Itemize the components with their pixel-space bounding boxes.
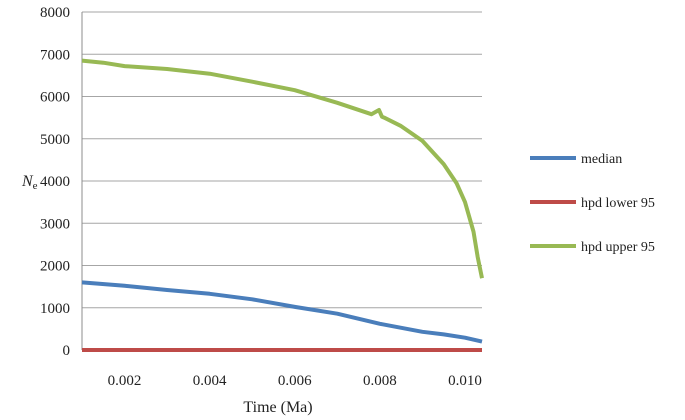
y-tick-label: 0 (63, 343, 71, 359)
x-axis-title: Time (Ma) (243, 399, 312, 416)
median-series-line (81, 280, 483, 344)
grid-lines (82, 11, 482, 309)
legend-label-median: median (581, 152, 622, 167)
y-tick-label: 8000 (40, 5, 70, 21)
hpd-upper-95-series-line (81, 58, 484, 279)
x-tick-label: 0.004 (193, 373, 227, 389)
y-axis-title: Ne (21, 173, 38, 192)
legend: median hpd lower 95 hpd upper 95 (530, 152, 655, 255)
x-tick-label: 0.002 (108, 373, 142, 389)
legend-label-hpd-upper-95: hpd upper 95 (581, 240, 655, 255)
y-tick-label: 5000 (40, 132, 70, 148)
legend-label-hpd-lower-95: hpd lower 95 (581, 196, 655, 211)
x-tick-label: 0.010 (448, 373, 482, 389)
y-tick-label: 4000 (40, 174, 70, 190)
tick-labels: 0 1000 2000 3000 4000 5000 6000 7000 8000 0.002 0.… (40, 5, 482, 389)
y-axis-title-main: N (21, 173, 34, 190)
y-tick-label: 6000 (40, 90, 70, 106)
x-tick-label: 0.008 (363, 373, 397, 389)
y-tick-label: 7000 (40, 47, 70, 63)
x-tick-label: 0.006 (278, 373, 312, 389)
series-lines (81, 58, 484, 352)
y-tick-label: 3000 (40, 216, 70, 232)
y-tick-label: 2000 (40, 259, 70, 275)
y-axis-title-sub: e (33, 180, 38, 192)
y-tick-label: 1000 (40, 301, 70, 317)
